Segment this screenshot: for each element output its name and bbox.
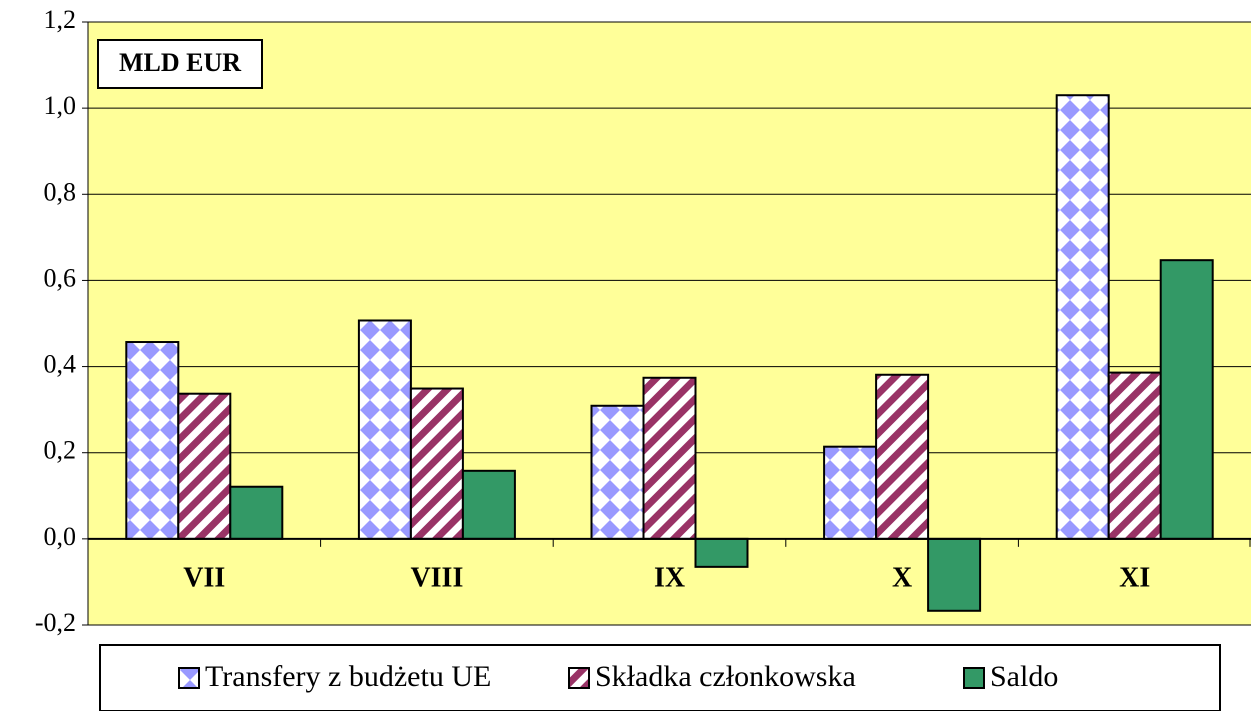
bar xyxy=(125,341,180,540)
legend xyxy=(99,644,1221,711)
x-tick-label: VIII xyxy=(410,562,463,593)
x-tick-label: XI xyxy=(1119,562,1150,593)
legend-label: Transfery z budżetu UE xyxy=(205,660,491,693)
y-tick-label: -0,2 xyxy=(35,608,76,637)
y-tick-label: 1,0 xyxy=(44,91,77,120)
y-tick-label: 0,4 xyxy=(44,350,77,379)
bar xyxy=(927,537,982,612)
bar xyxy=(461,469,516,540)
legend-swatch xyxy=(568,667,590,689)
x-tick-label: IX xyxy=(654,562,685,593)
legend-label: Składka członkowska xyxy=(595,660,856,693)
bar xyxy=(823,445,878,540)
bar xyxy=(642,376,697,540)
y-tick-label: 1,2 xyxy=(44,5,77,34)
y-tick-label: 0,0 xyxy=(44,522,77,551)
y-tick-label: 0,8 xyxy=(44,177,77,206)
bar xyxy=(177,392,232,540)
bar xyxy=(409,387,464,540)
y-tick-label: 0,6 xyxy=(44,263,77,292)
legend-label: Saldo xyxy=(990,660,1058,693)
bar xyxy=(1159,259,1214,540)
annotation: MLD EUR xyxy=(119,48,241,77)
bar xyxy=(1055,94,1110,540)
legend-swatch xyxy=(963,667,985,689)
x-tick-label: VII xyxy=(183,562,225,593)
bar xyxy=(694,537,749,568)
x-tick-label: X xyxy=(892,562,912,593)
y-tick-label: 0,2 xyxy=(44,436,77,465)
bar xyxy=(875,373,930,540)
annotation-box xyxy=(97,39,263,89)
bar xyxy=(229,485,284,540)
bar xyxy=(357,319,412,540)
legend-swatch xyxy=(178,667,200,689)
bar xyxy=(590,404,645,540)
bar xyxy=(1107,371,1162,540)
